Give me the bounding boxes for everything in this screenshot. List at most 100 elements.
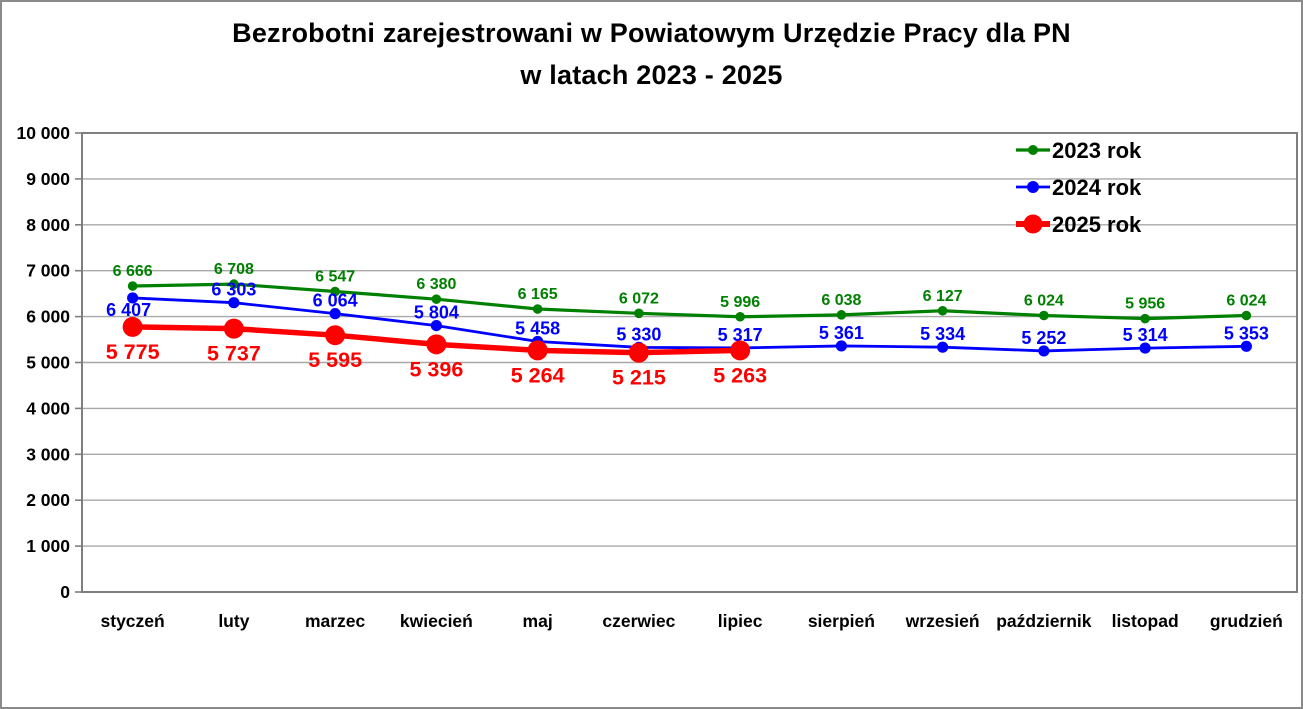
data-point-2025-rok-maj (527, 340, 548, 361)
data-label-2023-rok-maj: 6 165 (518, 286, 558, 303)
data-point-2023-rok-wrzesien (937, 305, 948, 316)
data-label-2025-rok-lipiec: 5 263 (713, 363, 767, 387)
data-label-2025-rok-kwiecien: 5 396 (409, 357, 463, 381)
data-point-2023-rok-marzec (330, 286, 340, 297)
data-point-2023-rok-sierpien (836, 310, 847, 320)
data-label-2024-rok-wrzesien: 5 334 (920, 324, 965, 344)
data-point-2024-rok-wrzesien (937, 341, 949, 353)
y-axis-label: 4 000 (26, 398, 70, 418)
legend-item-2023-rok: 2023 rok (1016, 138, 1142, 163)
data-point-2024-rok-kwiecien (430, 319, 442, 332)
data-point-2023-rok-kwiecien (431, 294, 442, 304)
data-point-2024-rok-listopad (1139, 342, 1151, 354)
data-label-2024-rok-maj: 5 458 (515, 318, 560, 338)
series-2024-rok: 6 407 6 303 6 064 5 804 5 458 5 330 5 317 5 361… (106, 280, 1269, 357)
data-point-2024-rok-marzec (329, 308, 341, 320)
data-point-2024-rok-luty (228, 297, 240, 309)
data-label-2024-rok-luty: 6 303 (211, 280, 256, 300)
data-label-2023-rok-pazdziernik: 6 024 (1024, 292, 1064, 309)
legend-label-2024-rok: 2024 rok (1052, 175, 1142, 200)
data-label-2024-rok-lipiec: 5 317 (718, 325, 763, 345)
y-axis-label: 2 000 (26, 490, 70, 510)
legend-label-2023-rok: 2023 rok (1052, 138, 1142, 163)
data-label-2024-rok-czerwiec: 5 330 (616, 324, 661, 344)
x-axis-label-czerwiec: czerwiec (602, 611, 675, 631)
data-point-2023-rok-maj (532, 304, 543, 314)
data-label-2025-rok-marzec: 5 595 (308, 348, 362, 372)
data-label-2024-rok-grudzien: 5 353 (1224, 323, 1269, 343)
series-2023-rok: 6 666 6 708 6 547 6 380 6 165 6 072 5 996 6 038… (113, 261, 1266, 324)
y-axis-label: 0 (60, 582, 70, 602)
data-label-2023-rok-luty: 6 708 (214, 261, 254, 278)
x-axis-label-grudzien: grudzień (1210, 611, 1283, 631)
data-point-2024-rok-sierpien (835, 340, 847, 352)
data-point-2023-rok-lipiec (735, 311, 745, 322)
data-point-2023-rok-grudzien (1241, 310, 1252, 321)
data-point-2023-rok-listopad (1140, 313, 1150, 324)
x-axis-label-sierpien: sierpień (808, 611, 875, 631)
chart-title-line2: w latach 2023 - 2025 (520, 60, 783, 90)
x-axis-label-lipiec: lipiec (718, 611, 763, 631)
data-point-2024-rok-pazdziernik (1038, 345, 1050, 357)
x-axis-label-kwiecien: kwiecień (400, 611, 473, 631)
data-label-2024-rok-listopad: 5 314 (1123, 325, 1168, 345)
y-axis-label: 10 000 (16, 123, 70, 143)
data-point-2025-rok-lipiec (730, 340, 751, 361)
legend-item-2025-rok: 2025 rok (1016, 212, 1142, 237)
data-point-2023-rok-luty (229, 279, 239, 289)
data-point-2023-rok-czerwiec (634, 308, 644, 319)
series-line-2024-rok (131, 296, 1248, 353)
legend-item-2024-rok: 2024 rok (1016, 175, 1142, 200)
series-2025-rok: 5 775 5 737 5 595 5 396 5 264 5 215 5 263 (106, 316, 767, 390)
data-label-2023-rok-grudzien: 6 024 (1226, 292, 1266, 309)
chart-title: Bezrobotni zarejestrowani w Powiatowym U… (2, 12, 1301, 96)
legend-marker-2023-rok (1028, 145, 1038, 155)
data-label-2023-rok-wrzesien: 6 127 (923, 288, 963, 305)
y-axis-label: 8 000 (26, 215, 70, 235)
x-axis-label-wrzesien: wrzesień (905, 611, 980, 631)
data-point-2025-rok-luty (223, 318, 244, 339)
data-label-2025-rok-luty: 5 737 (207, 342, 261, 366)
data-label-2023-rok-czerwiec: 6 072 (619, 290, 659, 307)
data-point-2023-rok-pazdziernik (1039, 310, 1049, 321)
legend-label-2025-rok: 2025 rok (1052, 212, 1142, 237)
data-label-2024-rok-kwiecien: 5 804 (414, 303, 459, 323)
data-label-2024-rok-sierpien: 5 361 (819, 323, 864, 343)
x-axis-label-styczen: styczeń (101, 611, 165, 631)
legend-marker-2025-rok (1023, 214, 1043, 234)
legend-marker-2024-rok (1027, 181, 1039, 193)
data-label-2025-rok-styczen: 5 775 (106, 340, 160, 364)
data-label-2023-rok-marzec: 6 547 (315, 268, 355, 285)
x-axis-label-listopad: listopad (1112, 611, 1179, 631)
x-axis-label-pazdziernik: październik (996, 611, 1092, 631)
data-label-2023-rok-listopad: 5 956 (1125, 296, 1165, 313)
y-axis-label: 3 000 (26, 444, 70, 464)
data-label-2024-rok-styczen: 6 407 (106, 300, 151, 320)
data-label-2024-rok-pazdziernik: 5 252 (1021, 328, 1066, 348)
series-line-2023-rok (131, 282, 1248, 321)
x-axis-label-luty: luty (218, 611, 249, 631)
data-point-2025-rok-czerwiec (628, 342, 649, 363)
data-label-2025-rok-maj: 5 264 (511, 363, 565, 387)
data-label-2023-rok-kwiecien: 6 380 (416, 276, 456, 293)
data-label-2023-rok-lipiec: 5 996 (720, 294, 760, 311)
data-point-2023-rok-styczen (127, 281, 138, 291)
data-label-2023-rok-styczen: 6 666 (113, 263, 153, 280)
data-point-2025-rok-styczen (122, 316, 143, 337)
y-axis-label: 9 000 (26, 169, 70, 189)
data-point-2024-rok-styczen (127, 292, 139, 304)
chart-title-line1: Bezrobotni zarejestrowani w Powiatowym U… (232, 18, 1071, 48)
y-axis-label: 6 000 (26, 307, 70, 327)
data-label-2025-rok-czerwiec: 5 215 (612, 366, 666, 390)
x-axis-label-marzec: marzec (305, 611, 366, 631)
y-axis-label: 5 000 (26, 353, 70, 373)
data-point-2024-rok-grudzien (1240, 340, 1252, 352)
x-axis-label-maj: maj (523, 611, 553, 631)
data-point-2025-rok-marzec (325, 325, 346, 346)
data-point-2025-rok-kwiecien (426, 334, 447, 355)
y-axis-label: 1 000 (26, 536, 70, 556)
y-axis-label: 7 000 (26, 261, 70, 281)
data-label-2024-rok-marzec: 6 064 (313, 291, 358, 311)
